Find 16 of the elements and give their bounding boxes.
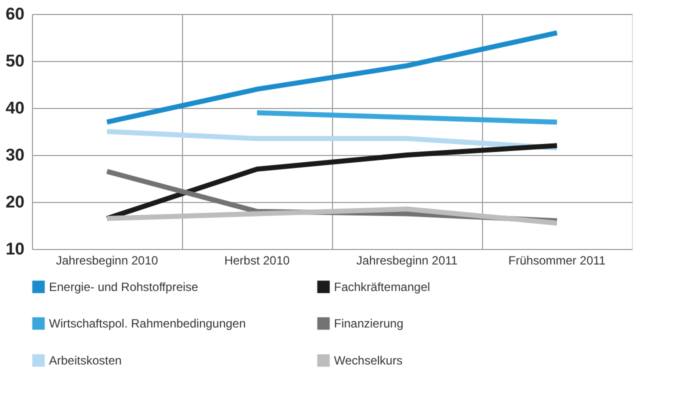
legend-label: Wirtschaftspol. Rahmenbedingungen <box>49 316 246 330</box>
x-tick-label: Jahresbeginn 2011 <box>356 254 458 268</box>
x-tick-label: Frühsommer 2011 <box>508 254 606 268</box>
y-tick-label: 50 <box>6 52 24 70</box>
y-tick-label: 20 <box>6 192 24 212</box>
y-tick-label: 60 <box>6 4 24 24</box>
legend-label: Energie- und Rohstoffpreise <box>49 280 199 294</box>
legend-label: Arbeitskosten <box>49 354 122 368</box>
x-tick-label: Jahresbeginn 2010 <box>56 254 158 268</box>
legend-label: Wechselkurs <box>334 354 402 368</box>
y-tick-label: 30 <box>6 146 24 164</box>
legend-label: Finanzierung <box>334 316 404 330</box>
x-tick-label: Herbst 2010 <box>224 254 290 268</box>
legend-label: Fachkräftemangel <box>334 280 430 294</box>
y-tick-label: 10 <box>6 240 24 258</box>
y-tick-label: 40 <box>6 98 24 118</box>
